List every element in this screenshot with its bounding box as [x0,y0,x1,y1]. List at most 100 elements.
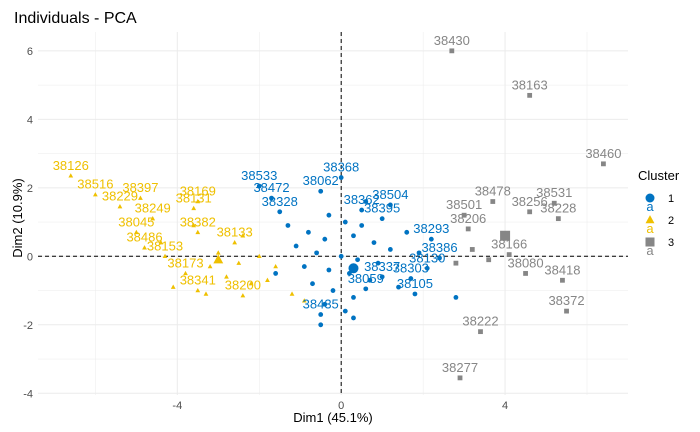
y-tick-label: 0 [27,251,33,263]
data-point-cluster-2 [191,205,197,211]
point-label: 38249 [135,201,171,216]
point-label: 38337 [364,259,400,274]
data-point-cluster-1 [371,240,377,246]
data-point-cluster-2 [170,284,176,289]
chart-title: Individuals - PCA [14,10,137,27]
y-axis-title: Dim2 (10.9%) [10,178,25,257]
point-label: 38163 [512,77,548,92]
data-point-cluster-3 [560,277,565,283]
point-label: 38228 [540,201,576,216]
point-label: 38478 [475,184,511,199]
y-tick-labels: -4 -2 0 2 4 6 [23,46,33,400]
data-point-cluster-2 [92,192,98,197]
data-point-cluster-2 [301,298,307,303]
data-point-cluster-3 [527,92,533,98]
data-point-cluster-1 [363,286,369,292]
point-label: 38222 [462,314,498,329]
data-point-cluster-2 [265,277,270,283]
point-label: 38418 [544,262,580,277]
point-label: 38395 [364,201,400,216]
data-point-cluster-3 [486,257,492,263]
data-point-cluster-1 [338,175,344,180]
point-label: 38341 [180,273,216,288]
point-label: 38130 [409,250,445,265]
data-point-cluster-2 [240,233,246,238]
data-point-cluster-1 [342,219,348,225]
data-point-cluster-3 [527,209,533,215]
data-point-cluster-1 [359,207,365,213]
legend-key-glyph: a [646,243,654,258]
data-point-cluster-2 [273,263,279,269]
data-point-cluster-1 [338,253,344,259]
centroid-cluster-3 [500,230,511,241]
legend-key-glyph: a [646,199,654,214]
data-point-cluster-2 [215,250,221,255]
point-label: 38256 [512,194,548,209]
data-point-cluster-2 [138,195,143,200]
data-point-cluster-3 [478,329,483,335]
point-label: 38166 [491,237,527,252]
data-point-cluster-1 [314,250,320,256]
data-point-cluster-1 [453,295,459,300]
legend-key-3 [645,237,655,247]
x-tick-label: 4 [502,400,508,412]
point-label: 38153 [147,238,183,253]
data-point-cluster-1 [379,274,385,280]
y-tick-label: -4 [23,388,33,400]
legend-key-1 [645,193,655,203]
point-label: 38303 [393,261,429,276]
point-label: 38533 [241,168,277,183]
data-point-cluster-2 [183,270,188,276]
data-point-cluster-1 [269,195,274,201]
data-point-cluster-1 [408,276,414,281]
point-label: 38472 [253,180,289,195]
y-tick-label: 2 [27,183,33,195]
data-point-cluster-1 [387,247,393,252]
data-point-cluster-2 [207,263,213,269]
point-label: 38062 [303,173,339,188]
point-label: 38501 [446,197,482,212]
point-label: 38105 [397,276,433,291]
data-point-cluster-1 [306,229,311,235]
point-label: 38126 [53,158,89,173]
data-point-cluster-1 [285,223,291,228]
data-point-cluster-3 [523,271,528,276]
data-point-cluster-1 [379,216,385,222]
data-point-cluster-3 [453,260,459,266]
data-point-cluster-2 [195,198,201,204]
point-label: 38504 [372,187,408,202]
data-point-cluster-1 [318,188,324,194]
data-point-cluster-3 [461,212,467,218]
point-label: 38200 [225,278,261,293]
x-tick-label: -4 [172,400,182,412]
point-label: 38368 [323,160,359,175]
legend-title: Cluster [638,168,680,183]
data-point-cluster-3 [449,48,455,54]
point-label: 38131 [176,190,212,205]
data-point-cluster-1 [363,199,369,204]
data-point-cluster-2 [191,222,197,228]
y-tick-label: -2 [23,320,33,332]
data-point-cluster-3 [469,247,475,252]
point-label: 38382 [180,214,216,229]
data-point-cluster-1 [318,322,324,328]
reference-lines [38,32,628,395]
data-point-cluster-2 [195,229,201,235]
data-point-cluster-2 [256,253,262,259]
data-point-cluster-1 [326,212,332,218]
legend: Cluster a 1 a 2 a 3 [638,168,680,258]
data-point-cluster-2 [224,274,229,279]
data-point-cluster-3 [506,252,512,257]
data-point-cluster-1 [351,233,356,239]
data-point-cluster-1 [330,288,336,293]
data-point-cluster-2 [162,253,168,259]
data-point-cluster-2 [142,245,147,250]
centroid-cluster-2 [213,254,224,264]
data-point-cluster-1 [355,257,360,263]
point-label: 38045 [118,214,154,229]
point-label: 38397 [122,180,158,195]
point-label: 38430 [434,33,470,48]
data-point-cluster-1 [301,264,307,269]
data-point-cluster-2 [117,204,123,209]
